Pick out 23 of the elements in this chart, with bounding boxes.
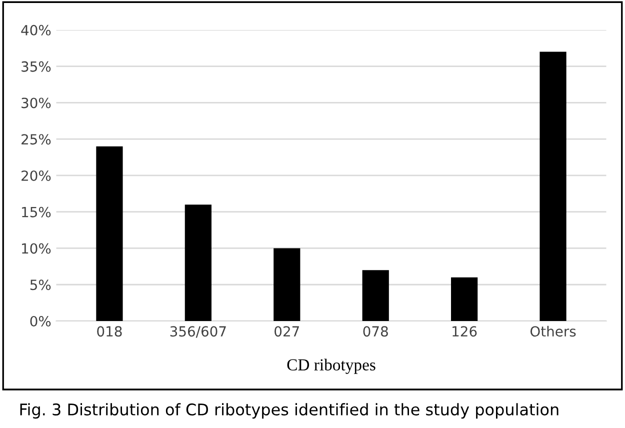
x-axis-title: CD ribotypes	[287, 358, 376, 374]
x-tick-label: 126	[452, 326, 477, 337]
bar	[362, 270, 389, 321]
bar	[96, 146, 123, 321]
x-tick-label: 078	[363, 326, 388, 337]
y-tick-label: 25%	[22, 134, 51, 145]
y-tick-label: 30%	[22, 98, 51, 108]
y-tick-label: 10%	[22, 243, 51, 254]
x-tick-label: 027	[274, 326, 299, 337]
y-tick-label: 5%	[30, 280, 51, 290]
x-tick-label: 018	[97, 326, 122, 337]
bar	[274, 248, 300, 321]
y-tick-label: 20%	[22, 170, 51, 181]
y-tick-label: 40%	[21, 24, 51, 36]
y-tick-label: 15%	[22, 206, 51, 218]
x-tick-label: 356/607	[170, 326, 226, 338]
y-tick-label: 0%	[30, 316, 51, 326]
bar	[184, 204, 212, 321]
bar	[540, 52, 566, 321]
x-tick-label: Others	[530, 326, 576, 337]
caption: Fig. 3 Distribution of CD ribotypes identified in the study population	[20, 403, 558, 419]
y-tick-label: 35%	[22, 61, 51, 72]
bar	[451, 277, 478, 321]
